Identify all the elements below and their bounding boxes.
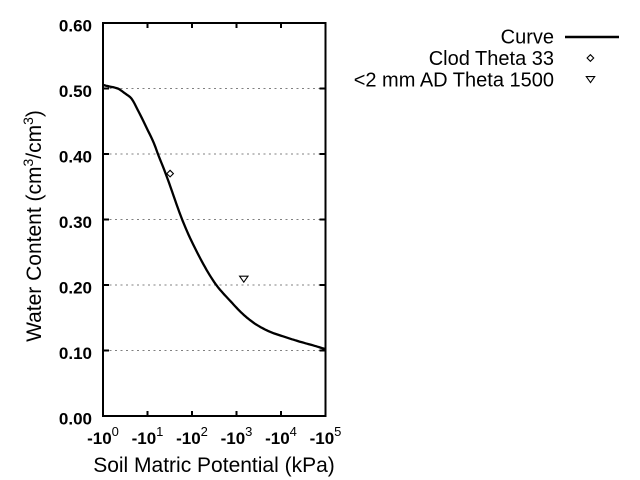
svg-text:0.30: 0.30 xyxy=(59,213,92,232)
svg-text:Water Content (cm3/cm3): Water Content (cm3/cm3) xyxy=(20,110,46,342)
svg-text:Curve: Curve xyxy=(501,27,554,49)
svg-text:0.00: 0.00 xyxy=(59,409,92,428)
svg-text:Clod Theta 33: Clod Theta 33 xyxy=(429,48,554,70)
svg-text:0.40: 0.40 xyxy=(59,147,92,166)
svg-text:0.50: 0.50 xyxy=(59,82,92,101)
svg-text:0.60: 0.60 xyxy=(59,16,92,35)
svg-text:<2 mm AD Theta 1500: <2 mm AD Theta 1500 xyxy=(354,70,554,92)
svg-text:0.10: 0.10 xyxy=(59,344,92,363)
svg-text:0.20: 0.20 xyxy=(59,278,92,297)
svg-text:Soil Matric Potential (kPa): Soil Matric Potential (kPa) xyxy=(93,454,335,477)
